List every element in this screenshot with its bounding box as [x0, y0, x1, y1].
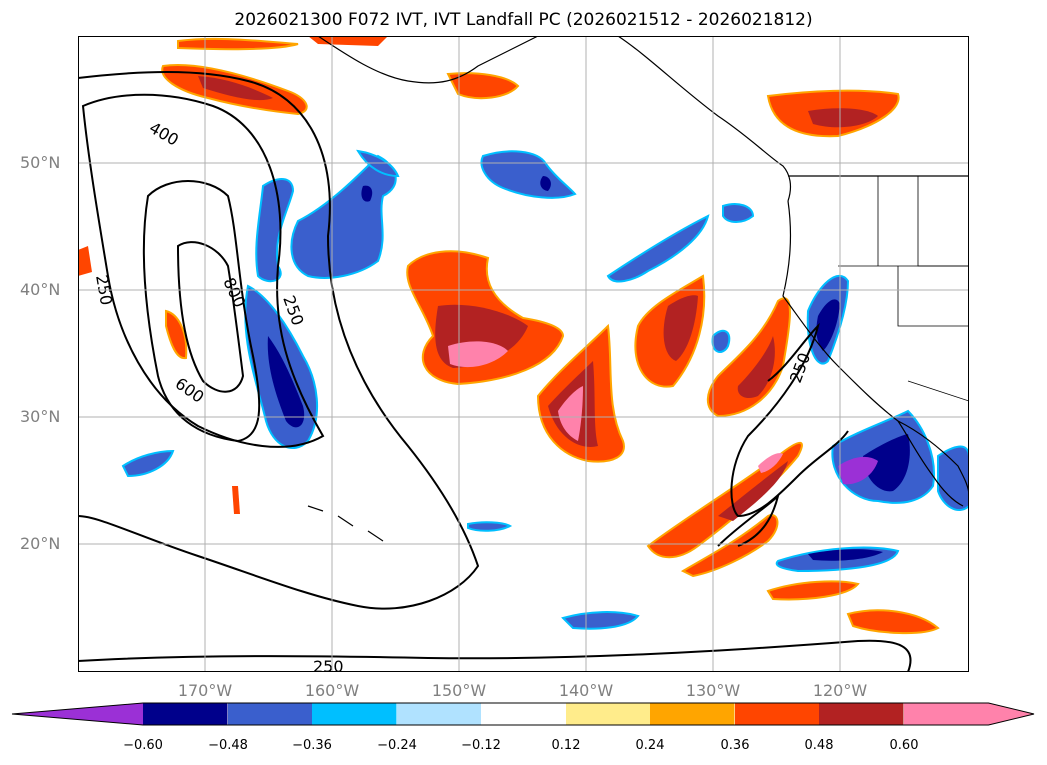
ivt-region — [558, 386, 583, 441]
colorbar-tick: 0.48 — [804, 738, 834, 753]
ivt-region — [232, 486, 240, 514]
contour-250-southeast — [717, 492, 780, 547]
lat-label: 40°N — [20, 280, 61, 299]
colorbar-cell — [481, 703, 566, 725]
ivt-region — [722, 203, 755, 223]
lon-label: 120°W — [812, 681, 868, 700]
lon-label: 140°W — [558, 681, 614, 700]
graticule — [78, 36, 969, 672]
coastline-alaska — [317, 35, 539, 84]
ivt-region — [808, 549, 883, 561]
lon-label: 150°W — [431, 681, 487, 700]
colorbar-tick: −0.24 — [377, 738, 417, 753]
lon-label: 160°W — [304, 681, 360, 700]
ivt-region — [680, 514, 779, 578]
colorbar-cell — [650, 703, 735, 725]
ivt-region — [816, 299, 840, 351]
ivt-region — [78, 246, 92, 276]
coastline-baja — [897, 420, 964, 507]
colorbar-cell — [312, 703, 397, 725]
colorbar-tick: −0.48 — [208, 738, 248, 753]
ivt-region — [267, 336, 305, 428]
lon-label: 130°W — [685, 681, 741, 700]
ivt-contours — [77, 71, 912, 673]
colorbar-tick: −0.12 — [461, 738, 501, 753]
ivt-region — [706, 297, 791, 418]
ivt-region — [718, 461, 788, 521]
coastline-alaska-panhandle — [617, 35, 792, 202]
colorbar-cell — [566, 703, 651, 725]
coastlines — [307, 35, 970, 542]
ivt-region — [758, 453, 783, 473]
ivt-region — [361, 185, 373, 202]
ivt-region — [121, 449, 175, 478]
state-border — [897, 266, 969, 327]
ivt-region — [177, 37, 299, 51]
ivt-region — [838, 456, 878, 485]
colorbar-cell — [397, 703, 482, 725]
ivt-region — [165, 309, 188, 360]
colorbar-cells — [11, 702, 1035, 726]
ivt-region — [467, 521, 513, 532]
state-border — [907, 380, 970, 402]
colorbar-cell — [735, 703, 820, 725]
colorbar-tick: 0.12 — [551, 738, 581, 753]
ivt-region — [737, 336, 775, 398]
contour-400 — [81, 93, 325, 448]
ivt-region — [846, 609, 940, 635]
lat-label: 20°N — [20, 534, 61, 553]
lat-label: 50°N — [20, 153, 61, 172]
ivt-region — [198, 76, 273, 101]
ivt-region — [663, 295, 698, 361]
contour-label: 250 — [786, 350, 814, 385]
ivt-region — [255, 178, 295, 283]
colorbar-tick: 0.60 — [889, 738, 919, 753]
ivt-region — [480, 150, 577, 199]
colorbar — [11, 702, 1035, 726]
ivt-region — [766, 580, 860, 601]
ivt-region — [446, 72, 520, 100]
colorbar-tick: −0.60 — [123, 738, 163, 753]
colorbar-tick: 0.36 — [720, 738, 750, 753]
ivt-negative-regions — [121, 149, 970, 630]
ivt-region — [606, 214, 710, 283]
colorbar-extend-high — [988, 703, 1034, 725]
ivt-region — [808, 108, 878, 128]
colorbar-cell — [904, 703, 989, 725]
ivt-region — [561, 611, 640, 630]
lon-label: 170°W — [177, 681, 233, 700]
contour-600 — [142, 180, 261, 443]
contour-250-outer — [77, 71, 480, 610]
state-border — [917, 176, 969, 267]
colorbar-cell — [143, 703, 228, 725]
ivt-region — [863, 434, 910, 492]
contour-250-east — [730, 322, 849, 518]
colorbar-tick: −0.36 — [292, 738, 332, 753]
contour-label: 250 — [313, 657, 344, 672]
contour-label: 400 — [146, 118, 182, 150]
ivt-region — [711, 329, 731, 353]
ivt-region — [448, 341, 508, 368]
ivt-region — [308, 36, 388, 46]
map-title: 2026021300 F072 IVT, IVT Landfall PC (20… — [234, 10, 813, 30]
ivt-region — [290, 154, 397, 279]
lat-label: 30°N — [20, 407, 61, 426]
contour-250-south — [77, 639, 912, 673]
hawaii-islands — [307, 505, 384, 542]
colorbar-extend-low — [12, 703, 143, 725]
ivt-region — [540, 176, 551, 191]
contour-800 — [176, 241, 245, 393]
colorbar-outline — [11, 702, 1035, 726]
colorbar-tick: 0.24 — [635, 738, 665, 753]
ivt-positive-regions — [78, 36, 940, 635]
map-frame — [78, 36, 969, 672]
map-panel: 400 250 800 250 600 250 250 — [77, 35, 970, 676]
colorbar-cell — [819, 703, 904, 725]
coastline-west-coast — [782, 200, 970, 497]
colorbar-cell — [228, 703, 313, 725]
map-canvas: 400 250 800 250 600 250 250 — [77, 35, 970, 676]
